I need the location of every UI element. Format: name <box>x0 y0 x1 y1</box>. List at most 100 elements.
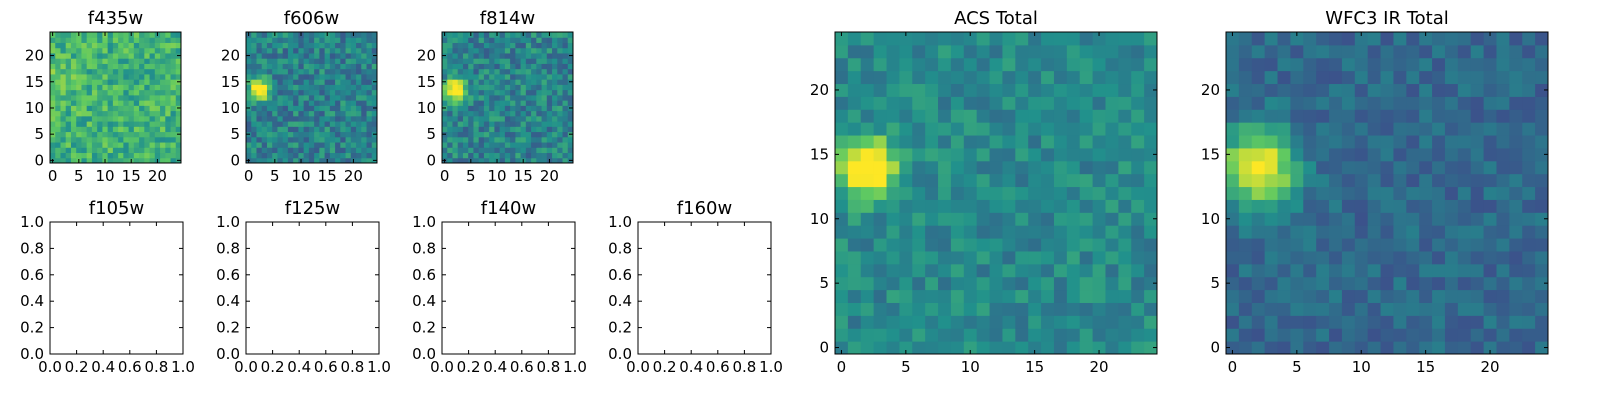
pixel-cell <box>272 58 278 64</box>
pixel-cell <box>1496 199 1510 213</box>
pixel-cell <box>361 42 368 49</box>
pixel-cell <box>557 157 564 164</box>
pixel-cell <box>442 73 448 80</box>
pixel-cell <box>489 68 495 75</box>
pixel-cell <box>298 47 305 54</box>
pixel-cell <box>489 126 495 133</box>
x-tick-label: 1.0 <box>759 358 783 376</box>
pixel-cell <box>149 89 156 96</box>
pixel-cell <box>86 100 93 106</box>
pixel-cell <box>65 84 72 91</box>
pixel-cell <box>324 142 331 148</box>
pixel-cell <box>1406 199 1420 213</box>
pixel-cell <box>1496 160 1510 175</box>
pixel-cell <box>298 84 305 91</box>
pixel-cell <box>60 115 67 122</box>
pixel-cell <box>55 42 61 49</box>
pixel-cell <box>298 142 305 148</box>
x-tick-label: 0.6 <box>314 358 338 376</box>
pixel-cell <box>329 84 336 91</box>
pixel-cell <box>1341 315 1356 329</box>
pixel-cell <box>144 136 151 143</box>
pixel-cell <box>536 58 543 64</box>
pixel-cell <box>256 110 263 117</box>
pixel-cell <box>76 126 82 133</box>
pixel-cell <box>340 32 347 38</box>
pixel-cell <box>1092 263 1106 278</box>
pixel-cell <box>1535 32 1549 46</box>
pixel-cell <box>345 79 352 85</box>
pixel-cell <box>552 79 558 85</box>
pixel-cell <box>1002 44 1016 59</box>
pixel-cell <box>112 131 119 138</box>
pixel-cell <box>557 147 564 154</box>
pixel-cell <box>1118 263 1132 278</box>
pixel-cell <box>1496 109 1510 123</box>
pixel-cell <box>1144 328 1158 342</box>
pixel-cell <box>1226 70 1240 85</box>
pixel-cell <box>308 79 315 85</box>
pixel-cell <box>81 131 88 138</box>
pixel-cell <box>1041 199 1055 213</box>
pixel-cell <box>293 52 299 59</box>
pixel-cell <box>128 68 135 75</box>
pixel-cell <box>1303 147 1317 162</box>
pixel-cell <box>86 105 93 112</box>
pixel-cell <box>1105 44 1119 59</box>
pixel-cell <box>847 122 862 136</box>
pixel-cell <box>510 94 516 101</box>
pixel-cell <box>950 289 965 303</box>
pixel-cell <box>50 152 56 159</box>
pixel-cell <box>1131 96 1145 110</box>
pixel-cell <box>1380 225 1394 239</box>
pixel-cell <box>76 89 82 96</box>
pixel-cell <box>989 173 1003 188</box>
pixel-cell <box>319 105 326 112</box>
pixel-cell <box>81 52 88 59</box>
pixel-cell <box>489 47 495 54</box>
pixel-cell <box>847 199 862 213</box>
pixel-cell <box>361 100 368 106</box>
pixel-cell <box>541 47 548 54</box>
pixel-cell <box>340 58 347 64</box>
pixel-cell <box>303 147 310 154</box>
x-tick-label: 0.8 <box>144 358 168 376</box>
pixel-cell <box>154 100 161 106</box>
pixel-cell <box>483 157 490 164</box>
pixel-cell <box>1053 83 1068 97</box>
pixel-cell <box>324 121 331 127</box>
pixel-cell <box>1226 263 1240 278</box>
pixel-cell <box>499 136 506 143</box>
pixel-cell <box>1535 122 1549 136</box>
pixel-cell <box>81 100 88 106</box>
pixel-cell <box>1380 122 1394 136</box>
pixel-cell <box>1002 238 1016 252</box>
pixel-cell <box>1053 328 1068 342</box>
pixel-cell <box>86 121 93 127</box>
pixel-cell <box>462 105 469 112</box>
pixel-cell <box>128 105 135 112</box>
pixel-cell <box>60 32 67 38</box>
pixel-cell <box>266 100 273 106</box>
pixel-cell <box>473 136 480 143</box>
pixel-cell <box>1002 160 1016 175</box>
pixel-cell <box>447 84 453 91</box>
pixel-cell <box>1238 70 1253 85</box>
x-tick-label: 20 <box>148 167 167 185</box>
pixel-cell <box>1303 212 1317 226</box>
pixel-cell <box>541 110 548 117</box>
pixel-cell <box>50 58 56 64</box>
pixel-cell <box>1144 315 1158 329</box>
pixel-cell <box>546 126 553 133</box>
pixel-cell <box>1419 109 1433 123</box>
pixel-cell <box>277 110 284 117</box>
pixel-cell <box>107 42 114 49</box>
pixel-cell <box>314 136 320 143</box>
pixel-cell <box>546 89 553 96</box>
pixel-cell <box>70 42 77 49</box>
pixel-cell <box>1367 186 1382 200</box>
pixel-cell <box>1380 135 1394 149</box>
pixel-cell <box>303 100 310 106</box>
pixel-cell <box>847 109 862 123</box>
pixel-cell <box>504 32 511 38</box>
